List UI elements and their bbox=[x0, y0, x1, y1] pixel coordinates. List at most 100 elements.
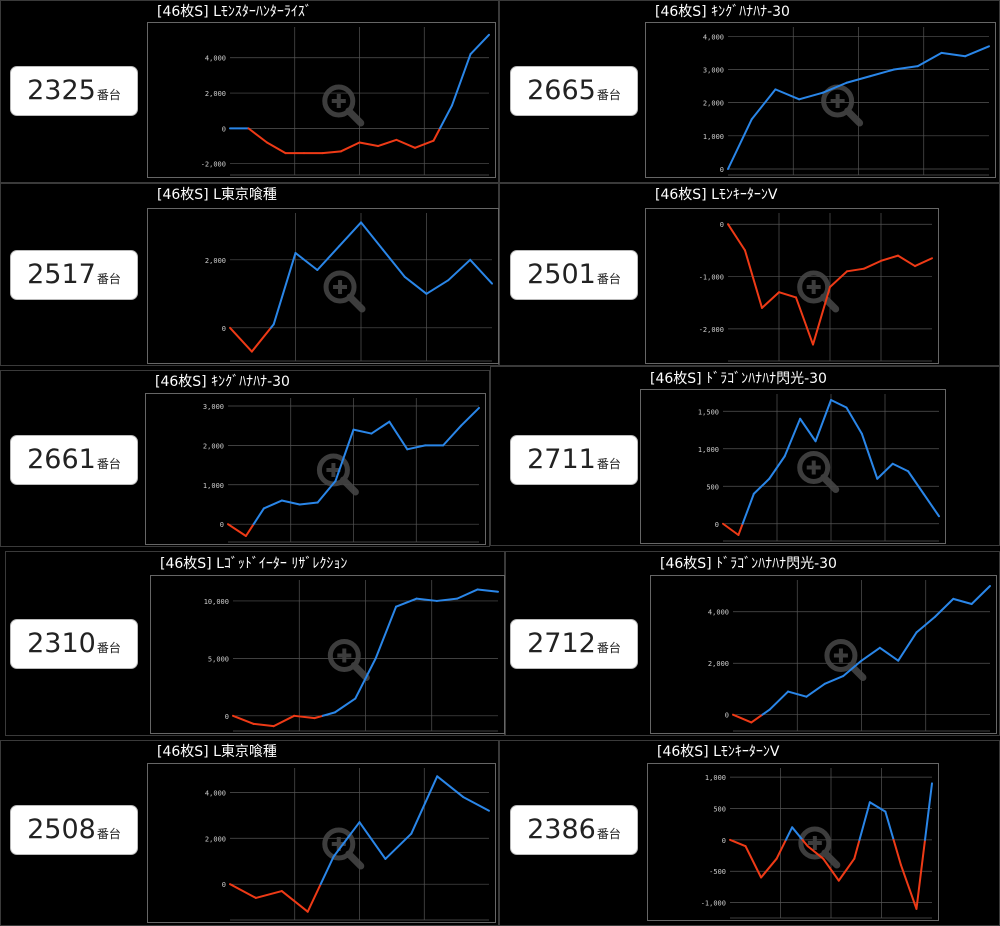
y-tick-label: 3,000 bbox=[703, 66, 724, 74]
series-segment bbox=[321, 150, 342, 155]
zoom-watermark-icon bbox=[327, 639, 370, 681]
slump-graph-svg: 0 2,000 bbox=[205, 213, 493, 362]
slump-graph[interactable]: -2,000 0 2,000 4,000 bbox=[147, 22, 496, 178]
slump-graph-svg: 0 500 1,000 1,500 bbox=[698, 394, 940, 542]
machine-number-badge[interactable]: 2501 番台 bbox=[510, 250, 638, 300]
series-segment bbox=[750, 713, 764, 724]
machine-number-unit: 番台 bbox=[96, 641, 121, 655]
series-segment bbox=[476, 588, 499, 593]
series-segment bbox=[768, 690, 790, 711]
y-tick-label: 4,000 bbox=[708, 609, 729, 617]
machine-number-badge[interactable]: 2310 番台 bbox=[10, 619, 138, 669]
machine-number-unit: 番台 bbox=[596, 272, 621, 286]
series-segment bbox=[462, 795, 490, 812]
slump-graph[interactable]: 0 5,000 10,000 bbox=[150, 575, 505, 734]
series-segment bbox=[469, 258, 493, 285]
slump-graph[interactable]: 0 2,000 4,000 bbox=[650, 575, 997, 734]
machine-number-badge[interactable]: 2386 番台 bbox=[510, 805, 638, 855]
machine-number-badge[interactable]: 2665 番台 bbox=[510, 66, 638, 116]
machine-title: [46枚S] ｷﾝｸﾞﾊﾅﾊﾅ-30 bbox=[155, 374, 290, 390]
y-tick-label: 0 bbox=[222, 881, 226, 889]
zoom-watermark-icon bbox=[821, 84, 864, 127]
y-tick-label: 1,000 bbox=[698, 446, 719, 454]
series-segment bbox=[791, 826, 804, 841]
series-segment bbox=[744, 249, 763, 309]
series-segment bbox=[293, 714, 316, 720]
series-segment bbox=[384, 832, 413, 860]
slump-graph[interactable]: 0 -1,000 -2,000 bbox=[645, 208, 939, 364]
series-segment bbox=[775, 838, 787, 860]
machine-number-badge[interactable]: 2712 番台 bbox=[510, 619, 638, 669]
y-tick-label: 4,000 bbox=[703, 33, 724, 41]
series-segment bbox=[860, 646, 881, 662]
series-segment bbox=[868, 801, 887, 813]
series-segment bbox=[892, 838, 902, 866]
y-tick-label: 2,000 bbox=[205, 835, 226, 843]
machine-number-badge[interactable]: 2517 番台 bbox=[10, 250, 138, 300]
machine-number-badge[interactable]: 2711 番台 bbox=[510, 435, 638, 485]
slump-graph[interactable]: -1,000 -500 0 500 1,000 bbox=[647, 763, 939, 921]
y-tick-label: 4,000 bbox=[205, 789, 226, 797]
zoom-watermark-icon bbox=[323, 270, 366, 313]
series-segment bbox=[783, 417, 802, 458]
zoom-watermark-icon bbox=[322, 84, 365, 127]
slump-graph[interactable]: 0 1,000 2,000 3,000 bbox=[145, 393, 486, 545]
series-segment bbox=[395, 597, 418, 608]
slump-graph[interactable]: 0 500 1,000 1,500 bbox=[640, 389, 946, 544]
y-tick-label: 2,000 bbox=[205, 257, 226, 265]
machine-number-unit: 番台 bbox=[596, 641, 621, 655]
series-segment bbox=[845, 75, 872, 84]
series-segment bbox=[893, 65, 919, 71]
series-segment bbox=[229, 326, 253, 353]
zoom-watermark-icon bbox=[798, 826, 841, 869]
series-segment bbox=[432, 127, 441, 142]
series-segment bbox=[280, 499, 301, 506]
series-segment bbox=[381, 248, 406, 278]
series-segment bbox=[321, 711, 336, 717]
machine-number-badge[interactable]: 2325 番台 bbox=[10, 66, 138, 116]
series-segment bbox=[377, 138, 398, 148]
series-segment bbox=[252, 507, 265, 526]
series-segment bbox=[306, 883, 322, 913]
machine-number-unit: 番台 bbox=[596, 88, 621, 102]
series-segment bbox=[860, 432, 879, 480]
series-segment bbox=[750, 88, 777, 121]
machine-number-badge[interactable]: 2661 番台 bbox=[10, 435, 138, 485]
series-segment bbox=[795, 296, 814, 346]
series-segment bbox=[332, 821, 361, 858]
series-segment bbox=[252, 722, 275, 728]
slump-graph[interactable]: 0 2,000 bbox=[147, 208, 499, 364]
machine-number: 2508 bbox=[27, 814, 96, 845]
machine-number-badge[interactable]: 2508 番台 bbox=[10, 805, 138, 855]
machine-number-unit: 番台 bbox=[96, 827, 121, 841]
y-tick-label: -1,000 bbox=[699, 274, 724, 282]
y-tick-label: 1,000 bbox=[703, 133, 724, 141]
series-segment bbox=[801, 838, 809, 848]
series-segment bbox=[880, 254, 899, 262]
series-segment bbox=[897, 631, 918, 662]
y-tick-label: 0 bbox=[222, 325, 226, 333]
y-tick-label: 1,000 bbox=[705, 774, 726, 782]
series-segment bbox=[456, 588, 479, 600]
series-segment bbox=[410, 775, 439, 835]
machine-number-unit: 番台 bbox=[96, 88, 121, 102]
series-segment bbox=[846, 267, 865, 273]
series-segment bbox=[970, 585, 991, 606]
y-tick-label: 500 bbox=[706, 483, 719, 491]
slump-graph[interactable]: 0 1,000 2,000 3,000 4,000 bbox=[645, 22, 996, 178]
y-tick-label: 0 bbox=[220, 521, 224, 529]
series-segment bbox=[727, 223, 746, 252]
y-tick-label: 0 bbox=[225, 713, 229, 721]
series-segment bbox=[469, 33, 490, 56]
series-segment bbox=[891, 462, 910, 473]
series-segment bbox=[914, 257, 933, 268]
y-tick-label: 1,500 bbox=[698, 408, 719, 416]
y-tick-label: 0 bbox=[222, 125, 226, 133]
slump-graph[interactable]: 0 2,000 4,000 bbox=[147, 763, 496, 923]
machine-title: [46枚S] L東京喰種 bbox=[157, 744, 277, 760]
series-segment bbox=[768, 455, 786, 480]
series-segment bbox=[438, 104, 453, 130]
y-tick-label: 0 bbox=[715, 521, 719, 529]
series-segment bbox=[358, 141, 379, 148]
series-segment bbox=[425, 279, 450, 295]
